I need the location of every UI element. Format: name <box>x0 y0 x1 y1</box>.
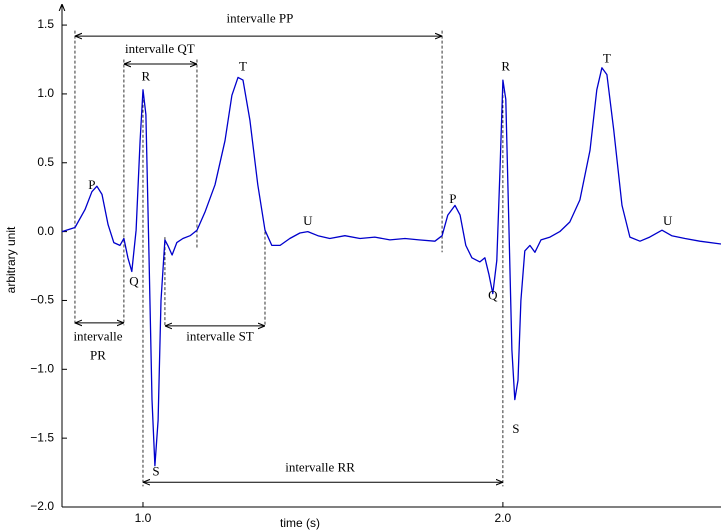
wave-label: Q <box>129 274 139 289</box>
y-tick-label: 0.0 <box>37 224 54 238</box>
x-tick-label: 1.0 <box>135 511 152 525</box>
y-tick-label: −2.0 <box>30 499 54 513</box>
y-axis-label: arbitrary unit <box>4 226 18 293</box>
interval-label: intervalle <box>73 329 122 344</box>
wave-label: T <box>239 59 247 74</box>
interval-label: intervalle RR <box>285 459 355 474</box>
wave-label: R <box>501 59 510 74</box>
wave-label: R <box>142 68 151 83</box>
y-tick-label: −1.0 <box>30 361 54 375</box>
wave-label: S <box>152 464 159 479</box>
ecg-line <box>61 67 721 467</box>
interval-label: intervalle ST <box>186 329 254 344</box>
wave-label: P <box>88 177 95 192</box>
interval-label: PR <box>90 348 106 363</box>
y-tick-label: −0.5 <box>30 293 54 307</box>
x-tick-label: 2.0 <box>495 511 512 525</box>
y-tick-label: −1.5 <box>30 430 54 444</box>
wave-label: U <box>663 213 673 228</box>
y-tick-label: 1.5 <box>37 17 54 31</box>
y-tick-label: 1.0 <box>37 86 54 100</box>
interval-label: intervalle QT <box>125 41 195 56</box>
wave-label: Q <box>488 287 498 302</box>
x-axis-label: time (s) <box>280 516 320 530</box>
interval-label: intervalle PP <box>227 11 294 26</box>
wave-label: S <box>512 421 519 436</box>
y-tick-label: 0.5 <box>37 155 54 169</box>
wave-label: U <box>303 213 313 228</box>
wave-label: P <box>449 191 456 206</box>
wave-label: T <box>603 50 611 65</box>
